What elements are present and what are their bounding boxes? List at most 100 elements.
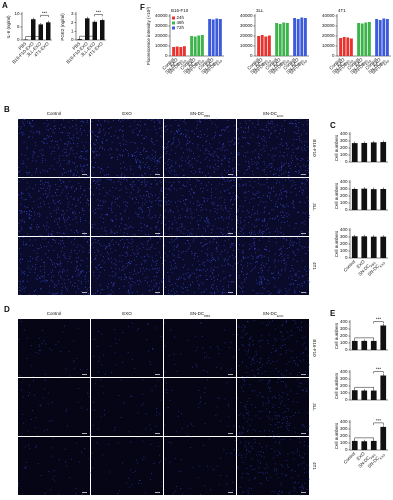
bar — [380, 142, 387, 162]
bar — [218, 19, 222, 56]
micrograph — [91, 237, 163, 295]
bar — [211, 19, 215, 56]
bracket — [354, 386, 374, 390]
micrograph — [18, 237, 90, 295]
nuclei — [18, 236, 91, 296]
x-tick-label: EXO — [186, 57, 197, 68]
bar — [370, 390, 377, 400]
micrograph — [164, 319, 236, 377]
y-tick-label: 0 — [345, 255, 348, 260]
scale-bar — [155, 492, 160, 493]
nuclei — [164, 118, 237, 177]
micrograph — [91, 319, 163, 377]
bar — [382, 18, 386, 56]
y-tick-label: 400 — [340, 419, 348, 424]
chart-title: 3LL — [256, 8, 264, 13]
bar — [100, 20, 105, 40]
x-tick-label-sub: EXO — [283, 58, 291, 66]
bar — [346, 37, 350, 56]
y-axis-label: Cell numbers — [334, 182, 339, 209]
bar — [360, 23, 364, 56]
x-tick-label: EXO — [168, 57, 179, 68]
scale-bar — [228, 292, 233, 293]
column-header-sub: PBS — [204, 314, 210, 318]
nuclei — [237, 318, 310, 378]
legend-label: 48h — [177, 20, 185, 25]
legend-swatch — [172, 21, 175, 25]
y-tick-label: 20000 — [322, 33, 335, 38]
y-tick-label: 0 — [250, 53, 253, 58]
bracket — [354, 337, 374, 340]
x-tick-label: EXO — [253, 57, 264, 68]
bar — [260, 35, 264, 56]
x-tick-label-sub: PBS — [212, 59, 219, 66]
bar — [361, 441, 368, 450]
nuclei — [237, 236, 310, 295]
bar — [351, 189, 358, 210]
row-label: B16-F10 — [312, 339, 317, 357]
micrograph — [164, 178, 236, 236]
bar — [38, 24, 43, 40]
scale-bar — [301, 433, 306, 434]
y-tick-label: 100 — [340, 248, 348, 253]
scale-bar — [82, 174, 87, 175]
y-tick-label: 300 — [340, 138, 348, 143]
x-tick-label-sub: PBS — [361, 59, 368, 66]
x-tick-label-sub: PBS — [279, 59, 286, 66]
row-label: B16-F10 — [312, 139, 317, 157]
y-tick-label: 20000 — [155, 33, 168, 38]
legend-label: 24h — [177, 15, 185, 20]
x-tick-label: EXO — [335, 57, 346, 68]
nuclei — [237, 118, 310, 177]
scale-bar — [228, 174, 233, 175]
bar — [370, 440, 377, 450]
micrograph — [18, 178, 90, 236]
column-header: SN-DCEXO — [263, 111, 284, 118]
bar — [364, 22, 368, 56]
scale-bar — [155, 292, 160, 293]
x-tick-label: Control — [342, 259, 356, 273]
column-header-sub: EXO — [277, 114, 284, 118]
nuclei — [18, 318, 88, 377]
bar — [378, 20, 382, 56]
nuclei — [91, 236, 164, 295]
x-tick-label: EXO — [371, 57, 382, 68]
bar — [380, 236, 387, 258]
row-label: 3LL — [312, 403, 317, 411]
micrograph — [237, 319, 309, 377]
significance: *** — [376, 418, 382, 423]
panel-label: D — [4, 305, 10, 314]
bar — [380, 426, 387, 450]
bar — [370, 236, 377, 258]
panel-label: F — [140, 3, 145, 12]
scale-bar — [301, 492, 306, 493]
bar — [197, 35, 201, 56]
y-tick-label: 0 — [345, 347, 348, 352]
y-tick-label: 100 — [340, 440, 348, 445]
panel-label: A — [2, 1, 8, 10]
bar — [357, 23, 361, 56]
micrograph — [237, 119, 309, 177]
scale-bar — [155, 433, 160, 434]
micrograph — [91, 437, 163, 495]
y-tick-label: 200 — [340, 193, 348, 198]
bar — [380, 325, 387, 350]
bar — [296, 19, 300, 56]
bracket — [373, 422, 384, 425]
scale-bar — [82, 292, 87, 293]
nuclei — [91, 118, 164, 178]
chart-title: 4T1 — [338, 8, 346, 13]
column-header-main: SN-DC — [190, 111, 205, 116]
bar — [370, 340, 377, 350]
y-tick-label: 5 — [17, 24, 20, 29]
bar — [351, 340, 358, 350]
y-tick-label: 40000 — [240, 13, 253, 18]
nuclei — [237, 377, 310, 436]
y-tick-label: 30000 — [240, 23, 253, 28]
nuclei — [91, 177, 164, 237]
bar — [172, 47, 176, 56]
y-axis-label: Cell numbers — [334, 422, 339, 449]
scale-bar — [301, 374, 306, 375]
bar — [361, 236, 368, 258]
